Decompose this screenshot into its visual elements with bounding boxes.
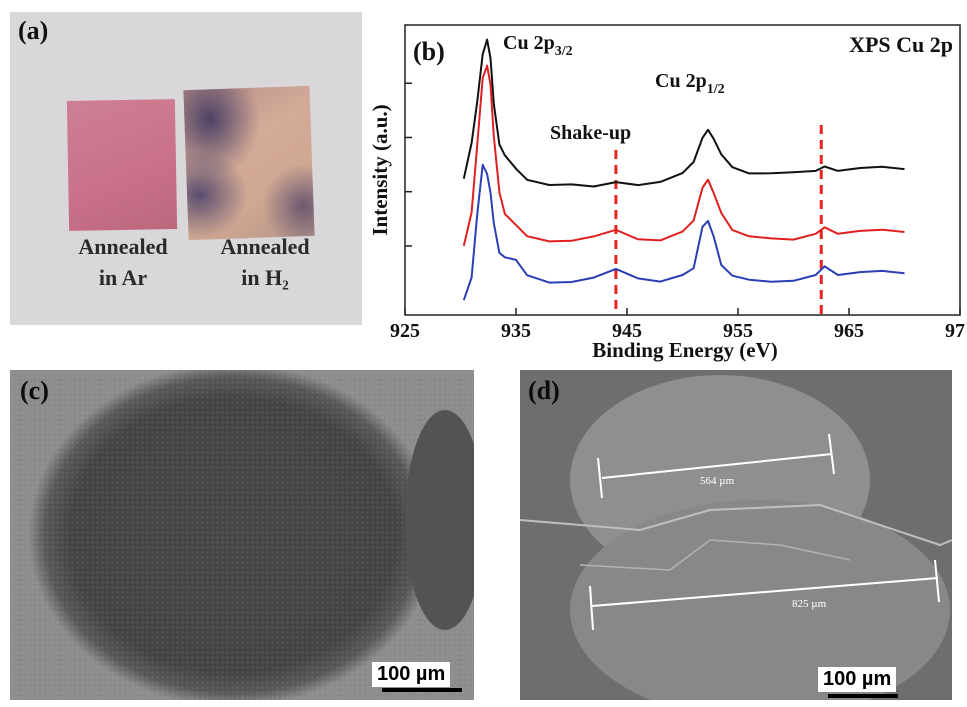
x-tick-label-1: 935 bbox=[501, 320, 531, 342]
annotation-cu-2p12-sub: 1/2 bbox=[707, 82, 725, 97]
x-ticks: 925 935 945 955 965 975 bbox=[390, 308, 965, 342]
y-ticks bbox=[405, 82, 412, 247]
sample-annealed-h2 bbox=[183, 85, 315, 241]
neighbor-domain bbox=[405, 410, 474, 630]
scalebar-label-d: 100 µm bbox=[818, 667, 897, 692]
annotation-cu-2p32-sub: 3/2 bbox=[555, 44, 573, 59]
x-tick-label-2: 945 bbox=[612, 320, 642, 342]
caption-h2-line1: Annealed bbox=[220, 234, 310, 259]
series-line-2 bbox=[462, 163, 905, 301]
caption-ar-line2: in Ar bbox=[98, 264, 148, 290]
annotation-cu-2p12-main: Cu 2p bbox=[655, 70, 707, 92]
annotation-cu-2p32: Cu 2p3/2 bbox=[503, 32, 573, 59]
annotation-cu-2p32-main: Cu 2p bbox=[503, 32, 555, 54]
series-layer bbox=[462, 38, 905, 301]
scalebar-d bbox=[828, 694, 898, 698]
annotation-shake-up: Shake-up bbox=[550, 122, 631, 144]
chart-title: XPS Cu 2p bbox=[849, 32, 953, 57]
measure-tick-2b bbox=[934, 559, 940, 603]
panel-label-d: (d) bbox=[528, 376, 560, 405]
panel-label-c: (c) bbox=[20, 376, 49, 405]
measure-line-1 bbox=[601, 453, 833, 479]
x-axis-label: Binding Energy (eV) bbox=[592, 338, 778, 362]
x-tick-label-5: 975 bbox=[945, 320, 965, 342]
annotation-cu-2p12: Cu 2p1/2 bbox=[655, 70, 725, 97]
measure-tick-1b bbox=[828, 433, 835, 475]
measure-label-2: 825 µm bbox=[792, 598, 827, 610]
x-tick-label-3: 955 bbox=[723, 320, 753, 342]
scalebar-c bbox=[382, 688, 462, 692]
series-line-0 bbox=[462, 38, 905, 188]
measure-tick-2a bbox=[589, 585, 594, 631]
grain-boundary-2 bbox=[579, 539, 851, 571]
panel-label-b: (b) bbox=[413, 37, 445, 66]
y-axis-label: Intensity (a.u.) bbox=[368, 104, 392, 235]
xps-chart: (b) XPS Cu 2p 925935945955965975 Cu 2p3/… bbox=[368, 24, 965, 362]
panel-d-sem-image: 564 µm 825 µm (d) 100 µm bbox=[520, 370, 952, 700]
x-tick-label-4: 965 bbox=[834, 320, 864, 342]
panel-a-photo: (a) Annealed in Ar Annealed in H₂ bbox=[10, 12, 362, 325]
dashed-markers bbox=[614, 125, 823, 315]
measure-tick-1a bbox=[597, 457, 603, 499]
measure-label-1: 564 µm bbox=[700, 475, 735, 487]
series-line-1 bbox=[462, 64, 905, 247]
caption-h2: Annealed in H₂ bbox=[190, 232, 340, 294]
sem-texture bbox=[10, 370, 474, 700]
plot-frame bbox=[404, 24, 961, 316]
x-tick-label-0: 925 bbox=[390, 320, 420, 342]
caption-ar-line1: Annealed bbox=[78, 234, 168, 259]
sample-annealed-ar bbox=[66, 99, 178, 231]
panel-label-a: (a) bbox=[18, 16, 49, 45]
caption-h2-line2: in H₂ bbox=[241, 264, 289, 290]
scalebar-label-c: 100 µm bbox=[372, 662, 451, 687]
grain-boundary-1 bbox=[520, 503, 952, 547]
panel-c-sem-image: (c) 100 µm bbox=[10, 370, 474, 700]
domain-lower bbox=[570, 500, 950, 700]
caption-ar: Annealed in Ar bbox=[48, 232, 198, 294]
measure-line-2 bbox=[591, 577, 939, 607]
panel-d-graphics: 564 µm 825 µm bbox=[520, 375, 952, 700]
